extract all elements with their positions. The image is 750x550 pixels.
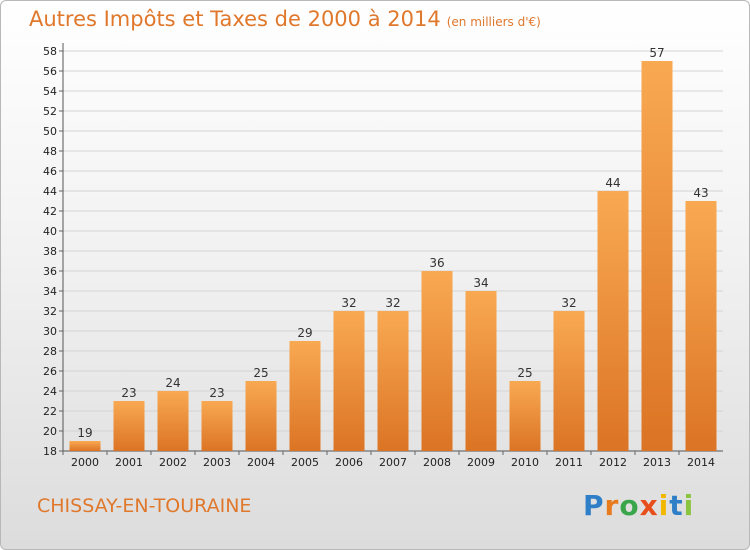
y-tick-label: 40 — [43, 225, 57, 238]
bar-value-label: 29 — [297, 326, 312, 340]
bar-2004 — [245, 381, 277, 451]
y-tick-label: 28 — [43, 345, 57, 358]
commune-name: CHISSAY-EN-TOURAINE — [37, 495, 252, 517]
y-tick-label: 44 — [43, 185, 57, 198]
bar-value-label: 44 — [605, 176, 620, 190]
bar-2009 — [465, 291, 497, 451]
bar-value-label: 43 — [693, 186, 708, 200]
logo-letter: x — [639, 489, 659, 522]
bar-2006 — [333, 311, 365, 451]
x-tick-labels: 2000 2001 2002 2003 2004 2005 2006 2007 2008 2009… — [71, 456, 715, 469]
bar-value-label: 32 — [341, 296, 356, 310]
logo-letter: o — [619, 489, 640, 522]
bar-value-label: 36 — [429, 256, 444, 270]
logo-letter: P — [583, 489, 605, 522]
bar-2011 — [553, 311, 585, 451]
x-tick-label: 2011 — [555, 456, 583, 469]
y-tick-label: 42 — [43, 205, 57, 218]
y-tick-label: 46 — [43, 165, 57, 178]
x-tick-label: 2013 — [643, 456, 671, 469]
x-tick-label: 2014 — [687, 456, 715, 469]
x-tick-label: 2003 — [203, 456, 231, 469]
logo-letter: i — [683, 489, 695, 522]
bar-2008 — [421, 271, 453, 451]
x-tick-label: 2006 — [335, 456, 363, 469]
bar-2010 — [509, 381, 541, 451]
bar-2001 — [113, 401, 145, 451]
y-tick-label: 58 — [43, 45, 57, 58]
y-tick-label: 50 — [43, 125, 57, 138]
y-tick-label: 18 — [43, 445, 57, 458]
bar-2003 — [201, 401, 233, 451]
x-tick-label: 2002 — [159, 456, 187, 469]
y-tick-label: 48 — [43, 145, 57, 158]
chart-title-text: Autres Impôts et Taxes de 2000 à 2014 — [29, 7, 441, 31]
bar-value-label: 32 — [385, 296, 400, 310]
logo-letter: r — [604, 489, 620, 522]
bar-2000 — [69, 441, 101, 451]
y-tick-label: 26 — [43, 365, 57, 378]
x-tick-label: 2000 — [71, 456, 99, 469]
proxiti-logo: Proxiti — [583, 489, 694, 522]
bar-labels: 19 23 24 23 25 29 32 32 36 34 25 32 44 57 43 — [77, 46, 708, 440]
y-tick-label: 24 — [43, 385, 57, 398]
x-tick-label: 2007 — [379, 456, 407, 469]
y-tick-label: 36 — [43, 265, 57, 278]
bar-value-label: 24 — [165, 376, 180, 390]
y-tick-label: 22 — [43, 405, 57, 418]
bar-value-label: 25 — [253, 366, 268, 380]
bar-value-label: 19 — [77, 426, 92, 440]
bar-value-label: 23 — [121, 386, 136, 400]
bar-value-label: 32 — [561, 296, 576, 310]
bar-2002 — [157, 391, 189, 451]
x-tick-label: 2010 — [511, 456, 539, 469]
y-tick-labels: 18 20 22 24 26 28 30 32 34 36 38 40 42 44 46 48 50 52 54 56… — [43, 45, 57, 458]
chart-title: Autres Impôts et Taxes de 2000 à 2014 (en… — [29, 7, 541, 31]
x-tick-label: 2012 — [599, 456, 627, 469]
y-tick-label: 38 — [43, 245, 57, 258]
bar-2007 — [377, 311, 409, 451]
bar-value-label: 34 — [473, 276, 488, 290]
x-tick-label: 2009 — [467, 456, 495, 469]
x-tick-label: 2001 — [115, 456, 143, 469]
x-tick-label: 2004 — [247, 456, 275, 469]
bar-value-label: 23 — [209, 386, 224, 400]
bar-2013 — [641, 61, 673, 451]
bar-value-label: 57 — [649, 46, 664, 60]
y-tick-label: 30 — [43, 325, 57, 338]
y-tick-label: 56 — [43, 65, 57, 78]
y-tick-label: 20 — [43, 425, 57, 438]
y-tick-label: 34 — [43, 285, 57, 298]
y-tick-label: 52 — [43, 105, 57, 118]
logo-letter: i — [658, 489, 670, 522]
bar-2005 — [289, 341, 321, 451]
bar-2012 — [597, 191, 629, 451]
x-tick-label: 2005 — [291, 456, 319, 469]
y-tick-label: 54 — [43, 85, 57, 98]
logo-letter: t — [669, 489, 684, 522]
bar-value-label: 25 — [517, 366, 532, 380]
x-tick-label: 2008 — [423, 456, 451, 469]
chart-unit: (en milliers d'€) — [446, 15, 541, 29]
bar-2014 — [685, 201, 717, 451]
bars — [69, 61, 717, 451]
y-tick-label: 32 — [43, 305, 57, 318]
